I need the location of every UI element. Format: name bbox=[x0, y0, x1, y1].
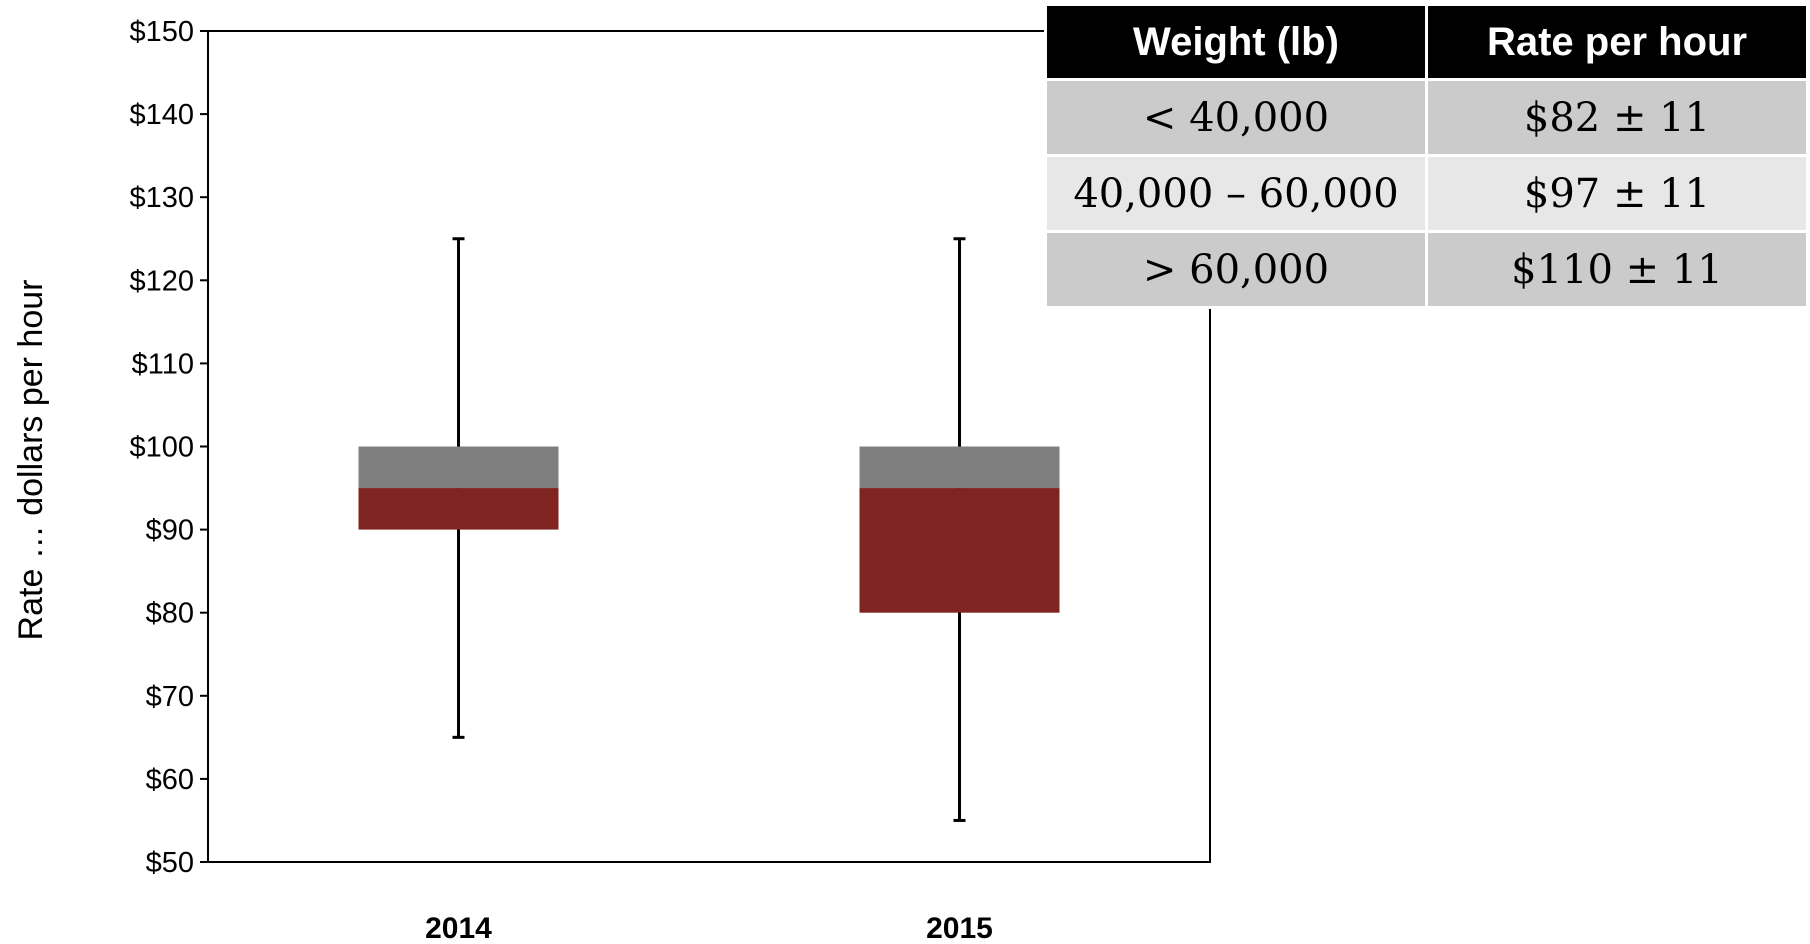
x-category-label: 2014 bbox=[425, 912, 492, 944]
header-weight: Weight (lb) bbox=[1047, 6, 1425, 78]
table-row: 40,000 – 60,000 $97 ± 11 bbox=[1047, 157, 1806, 230]
y-tick-label: $140 bbox=[129, 99, 194, 131]
weight-cell: < 40,000 bbox=[1047, 81, 1425, 154]
box-lower-2014 bbox=[358, 488, 559, 530]
y-tick-label: $50 bbox=[146, 847, 194, 879]
y-tick-label: $110 bbox=[132, 348, 194, 380]
weight-cell: > 60,000 bbox=[1047, 233, 1425, 306]
weight-cell: 40,000 – 60,000 bbox=[1047, 157, 1425, 230]
header-rate: Rate per hour bbox=[1428, 6, 1806, 78]
box-lower-2015 bbox=[859, 488, 1060, 613]
y-tick-label: $150 bbox=[129, 16, 194, 48]
y-tick-label: $60 bbox=[146, 764, 194, 796]
y-tick-label: $120 bbox=[129, 265, 194, 297]
rate-cell: $97 ± 11 bbox=[1428, 157, 1806, 230]
box-upper-2015 bbox=[859, 446, 1060, 489]
rate-cell: $82 ± 11 bbox=[1428, 81, 1806, 154]
x-category-label: 2015 bbox=[926, 912, 993, 944]
y-tick-label: $80 bbox=[146, 598, 194, 630]
box-upper-2014 bbox=[358, 446, 559, 489]
rate-table: Weight (lb) Rate per hour < 40,000 $82 ±… bbox=[1044, 3, 1809, 309]
y-tick-label: $130 bbox=[129, 182, 194, 214]
y-tick-label: $100 bbox=[129, 432, 194, 464]
y-axis-title: Rate … dollars per hour bbox=[12, 280, 50, 641]
table-row: < 40,000 $82 ± 11 bbox=[1047, 81, 1806, 154]
table-header-row: Weight (lb) Rate per hour bbox=[1047, 6, 1806, 78]
table-row: > 60,000 $110 ± 11 bbox=[1047, 233, 1806, 306]
y-tick-label: $70 bbox=[146, 681, 194, 713]
y-tick-label: $90 bbox=[146, 515, 194, 547]
rate-cell: $110 ± 11 bbox=[1428, 233, 1806, 306]
